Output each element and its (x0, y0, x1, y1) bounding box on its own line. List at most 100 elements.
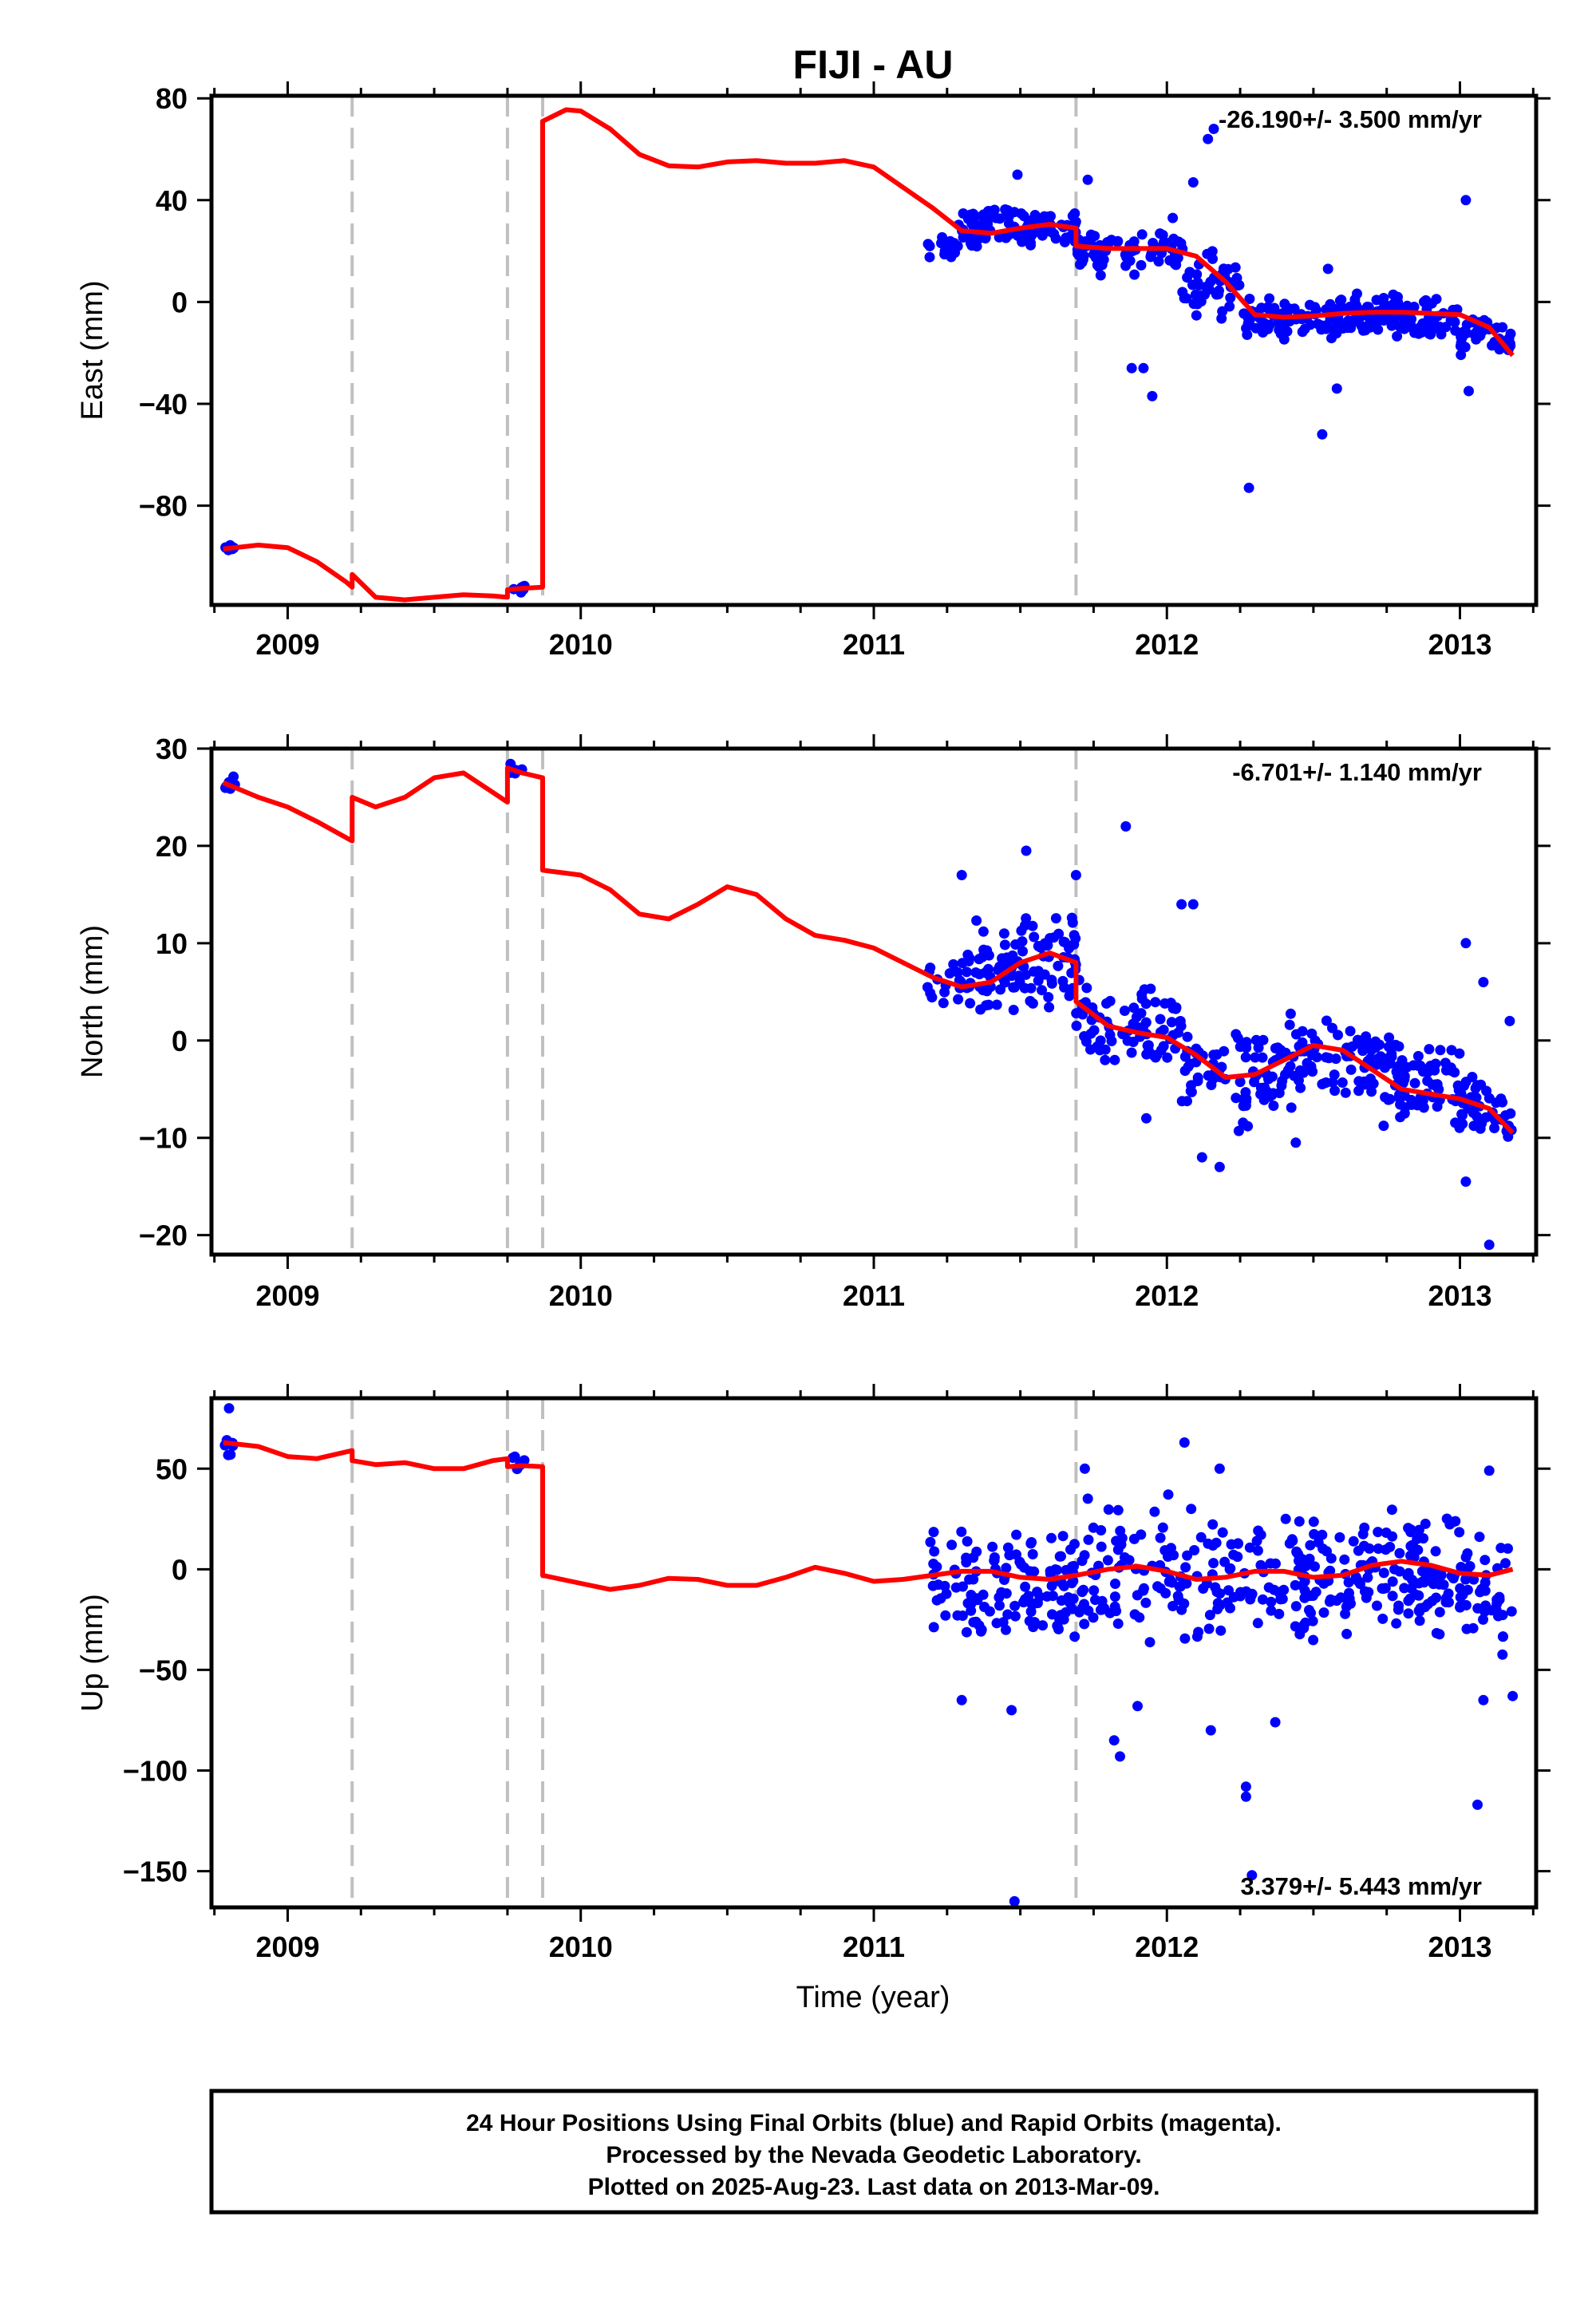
data-point (1190, 289, 1201, 300)
data-point (938, 998, 949, 1009)
data-point (978, 926, 989, 937)
x-tick-label: 2011 (843, 1931, 905, 1963)
data-point (1225, 292, 1236, 303)
data-point (998, 928, 1009, 939)
data-point (1081, 982, 1092, 994)
data-point (1311, 1052, 1322, 1063)
x-tick-label: 2012 (1135, 1279, 1199, 1312)
data-point (1468, 1574, 1479, 1585)
data-point (925, 987, 936, 998)
data-point (1141, 1049, 1152, 1060)
x-tick-label: 2013 (1428, 1279, 1491, 1312)
data-point (1431, 294, 1442, 305)
data-point (1191, 269, 1203, 280)
data-point (1096, 1541, 1107, 1552)
data-point (970, 967, 982, 978)
data-point (1365, 322, 1376, 333)
data-point (1409, 1077, 1420, 1089)
data-point (1009, 1600, 1021, 1611)
data-point (1285, 1008, 1296, 1019)
data-point (935, 1593, 946, 1604)
x-tick-label: 2013 (1428, 1931, 1491, 1963)
data-point (1093, 248, 1104, 259)
data-point (987, 1541, 998, 1552)
data-point (1290, 1601, 1302, 1612)
data-point (1261, 1087, 1272, 1098)
data-point (1217, 1527, 1228, 1538)
data-point (1377, 1613, 1389, 1624)
x-tick-label: 2010 (549, 628, 613, 661)
data-point (1128, 1002, 1140, 1014)
data-point (1126, 1047, 1137, 1058)
data-point-outlier (1507, 1690, 1519, 1701)
data-point (1010, 939, 1021, 950)
data-point (1041, 1591, 1053, 1602)
data-point (1357, 1041, 1368, 1051)
data-point (1362, 1572, 1373, 1583)
y-tick-label: 0 (172, 1025, 188, 1057)
data-point (1497, 1649, 1508, 1660)
data-point-outlier (1203, 133, 1214, 144)
panel-up: 2009 2010 2011 2012 2013 −150 −100 −50 0 50 Up (mm… (76, 1384, 1551, 1963)
data-point (1244, 294, 1255, 304)
data-point-outlier (1141, 1113, 1152, 1124)
data-point (1211, 1537, 1222, 1548)
data-point (1480, 1600, 1491, 1611)
y-tick-label: −50 (139, 1654, 188, 1686)
y-tick-label: −80 (139, 490, 188, 523)
data-point (1002, 205, 1013, 215)
y-tick-label: 20 (156, 830, 188, 863)
data-point (1410, 1589, 1421, 1600)
data-point (1470, 1083, 1481, 1094)
data-point (1266, 1605, 1277, 1616)
data-point (983, 999, 994, 1010)
data-point (1241, 1096, 1252, 1107)
data-point (1321, 1077, 1332, 1088)
data-point (1500, 1558, 1511, 1569)
data-point (948, 958, 959, 970)
data-point (1092, 259, 1103, 271)
data-point (1503, 333, 1515, 344)
data-point (1186, 1086, 1197, 1097)
data-point-outlier (1205, 1725, 1216, 1736)
data-point-outlier (1012, 169, 1023, 180)
data-point (1162, 1052, 1173, 1063)
data-point (1304, 1553, 1315, 1564)
footer-line-2: Processed by the Nevada Geodetic Laborat… (606, 2142, 1141, 2168)
data-point (1325, 1594, 1336, 1605)
data-point (1298, 1619, 1310, 1630)
data-point (1067, 917, 1078, 928)
data-point (1402, 1570, 1413, 1581)
data-point-outlier (1082, 174, 1093, 185)
data-point (1233, 1125, 1244, 1136)
data-point (1363, 1587, 1374, 1598)
data-point (1459, 1081, 1470, 1091)
data-point (1065, 1598, 1076, 1609)
data-point (1152, 1581, 1163, 1592)
x-tick-label: 2009 (255, 1279, 319, 1312)
y-tick-label: 80 (156, 82, 188, 115)
x-tick-label: 2010 (549, 1931, 613, 1963)
data-point (1053, 1623, 1064, 1634)
data-point-outlier (1079, 1463, 1090, 1474)
data-point (1088, 1585, 1100, 1596)
data-point (1253, 1042, 1264, 1053)
data-point (994, 213, 1005, 224)
data-point (1112, 1544, 1124, 1555)
model-fit-line-north (222, 765, 1515, 1135)
data-point (1371, 294, 1382, 306)
plot-frame (209, 1396, 1539, 1910)
data-point (1226, 1539, 1237, 1550)
data-point (1144, 1637, 1156, 1648)
data-point (1119, 1552, 1130, 1563)
data-point-outlier (1472, 1799, 1483, 1810)
data-point (1460, 1574, 1472, 1585)
data-point-outlier (1504, 1015, 1515, 1026)
data-point (1495, 1543, 1507, 1554)
data-point (1064, 943, 1075, 954)
data-point (940, 1610, 951, 1621)
footer-frame (209, 2089, 1539, 2215)
data-point (1478, 1614, 1488, 1625)
data-point (1025, 229, 1037, 240)
data-point (1480, 1112, 1491, 1123)
